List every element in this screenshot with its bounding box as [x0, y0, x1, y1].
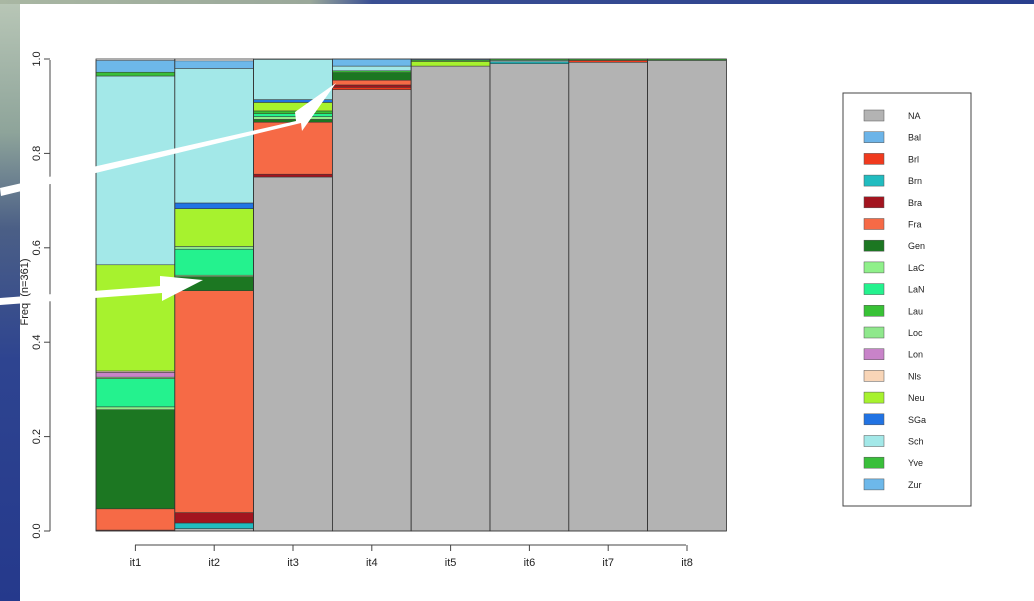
legend-label-brn: Brn	[908, 176, 922, 186]
bar-segment-it4-bra	[332, 84, 412, 88]
bar-segment-it4-sch	[332, 65, 412, 72]
legend-swatch-neu	[863, 391, 885, 404]
bar-segment-it2-bra	[174, 512, 254, 524]
x-tick-label-it5: it5	[445, 557, 457, 569]
legend-label-fra: Fra	[908, 220, 922, 230]
legend-box	[842, 92, 972, 507]
legend-swatch-brl	[863, 153, 885, 165]
bar-segment-it4-brl	[332, 87, 412, 90]
y-tick-label: 1.0	[31, 51, 43, 66]
y-tick-label: 0.2	[31, 429, 43, 444]
bar-outline-it8	[647, 58, 727, 532]
bar-segment-it8-na	[647, 60, 727, 532]
arrow-left-upper	[0, 83, 336, 196]
bar-segment-it3-bra	[253, 173, 333, 178]
legend-label-bal: Bal	[908, 133, 921, 143]
legend-swatch-lon	[863, 348, 885, 360]
background-panel-top	[0, 0, 1034, 4]
legend-label-bra: Bra	[908, 198, 922, 208]
legend-label-lau: Lau	[908, 306, 923, 316]
y-tick-label: 0.0	[31, 523, 43, 538]
y-tick-label: 0.4	[31, 335, 43, 350]
bar-segment-it4-zur	[332, 58, 412, 67]
bar-segment-it5-neu	[410, 61, 491, 67]
legend-swatch-yve	[863, 456, 885, 469]
legend-swatch-gen	[863, 239, 885, 252]
legend-label-loc: Loc	[908, 328, 923, 338]
legend-swatch-bra	[863, 196, 885, 209]
legend-label-lon: Lon	[908, 350, 923, 360]
legend-swatch-fra	[863, 218, 885, 230]
legend-swatch-sga	[863, 413, 885, 426]
bar-segment-it3-lau	[253, 110, 333, 114]
bar-segment-it2-zur	[174, 60, 254, 69]
x-tick-label-it1: it1	[130, 557, 142, 569]
legend: NA Bal Brl Brn Bra Fra Gen LaC LaN Lau Loc Lon Nls Ne…	[842, 92, 972, 507]
bar-segment-it2-loc	[174, 246, 254, 250]
bar-segment-it3-na	[253, 176, 333, 532]
bar-segment-it1-zur	[95, 60, 176, 73]
legend-swatch-brn	[863, 174, 885, 187]
x-tick-label-it3: it3	[287, 557, 299, 569]
bar-segment-it1-lac	[95, 406, 176, 410]
bar-segment-it3-lac	[253, 116, 333, 120]
legend-swatch-nls	[863, 370, 885, 382]
legend-swatch-na	[863, 109, 885, 122]
legend-swatch-lac	[863, 261, 885, 274]
bar-segment-it5-na	[410, 65, 491, 532]
legend-label-lan: LaN	[908, 285, 925, 295]
bar-segment-it4-lau	[332, 70, 412, 73]
bar-segment-it1-sch	[95, 75, 176, 266]
bar-segment-it7-brl	[568, 60, 648, 63]
bar-segment-it2-neu	[174, 208, 254, 247]
bar-segment-it1-fra	[95, 508, 176, 531]
legend-swatch-lan	[863, 283, 885, 295]
legend-label-lac: LaC	[908, 263, 925, 273]
bar-segment-it7-na	[568, 62, 648, 532]
bar-segment-it1-yve	[95, 71, 176, 77]
bar-segment-it6-brn	[489, 61, 570, 64]
y-ticks: 0.0 0.2 0.4 0.6 0.8 1.0	[31, 51, 50, 539]
legend-swatch-bal	[863, 131, 885, 143]
legend-label-sga: SGa	[908, 415, 926, 425]
y-tick-label: 0.8	[31, 146, 43, 161]
legend-swatch-zur	[863, 478, 885, 491]
x-tick-label-it4: it4	[366, 557, 378, 569]
bar-segment-it3-sch	[253, 59, 333, 100]
legend-label-zur: Zur	[908, 480, 922, 490]
x-tick-label-it6: it6	[524, 557, 536, 569]
x-ticks: it1 it2 it3 it4 it5 it6 it7 it8	[130, 545, 693, 569]
bar-segment-it3-lan	[253, 113, 333, 117]
legend-label-nls: Nls	[908, 371, 921, 381]
legend-swatch-sch	[863, 435, 885, 447]
y-axis-label: Freq. (n=361)	[19, 259, 31, 326]
legend-label-neu: Neu	[908, 393, 925, 403]
bar-segment-it4-fra	[332, 79, 412, 86]
annotation-arrows	[0, 83, 336, 305]
legend-label-brl: Brl	[908, 154, 919, 164]
y-tick-label: 0.6	[31, 240, 43, 255]
bar-segment-it4-na	[332, 89, 412, 532]
bar-segment-it2-sga	[174, 202, 254, 209]
legend-swatch-loc	[863, 326, 885, 339]
bar-segment-it1-lon	[95, 372, 176, 378]
bar-segment-it2-brn	[174, 522, 254, 529]
bars-layer	[95, 58, 727, 532]
legend-label-yve: Yve	[908, 458, 923, 468]
legend-label-sch: Sch	[908, 437, 924, 447]
legend-label-gen: Gen	[908, 241, 925, 251]
legend-label-na: NA	[908, 111, 921, 121]
x-tick-label-it2: it2	[208, 557, 220, 569]
bar-segment-it2-lan	[174, 248, 254, 276]
bar-segment-it6-na	[489, 63, 570, 532]
arrow-left-lower	[0, 276, 203, 305]
x-tick-label-it7: it7	[602, 557, 614, 569]
x-tick-label-it8: it8	[681, 557, 693, 569]
bar-segment-it2-fra	[174, 290, 254, 513]
legend-swatch-lau	[863, 305, 885, 317]
bar-segment-it4-gen	[332, 72, 412, 81]
bar-segment-it1-gen	[95, 409, 176, 510]
bar-segment-it1-lan	[95, 378, 176, 408]
